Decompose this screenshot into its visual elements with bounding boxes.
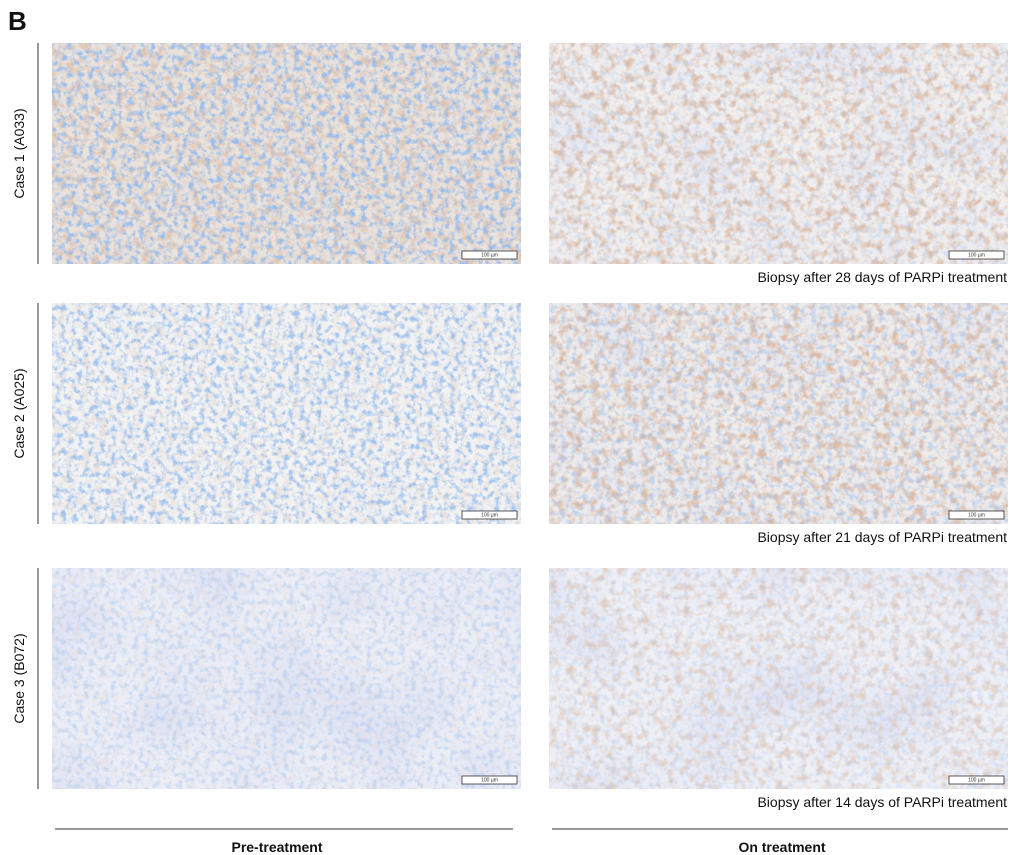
blue-stain [549,43,1008,264]
micrograph: 100 µm [549,43,1008,264]
scale-bar-label: 100 µm [481,513,498,519]
scale-bar-label: 100 µm [968,253,985,259]
scale-bar-label: 100 µm [481,778,498,784]
blue-stain [52,303,521,524]
scale-bar [461,510,518,520]
scale-bar-label: 100 µm [968,513,985,519]
scale-bar [461,775,518,785]
blue-stain [52,43,521,264]
panel-label: B [8,6,27,36]
micrograph: 100 µm [52,303,521,524]
scale-bar [948,775,1005,785]
micrograph: 100 µm [52,43,521,264]
caption: Biopsy after 14 days of PARPi treatment [757,794,1007,810]
column-label: On treatment [738,839,825,855]
scale-bar-label: 100 µm [481,253,498,259]
row-label: Case 2 (A025) [11,368,27,458]
row-label: Case 1 (A033) [11,108,27,198]
caption: Biopsy after 21 days of PARPi treatment [757,529,1007,545]
blue-stain [549,568,1008,789]
scale-bar-label: 100 µm [968,778,985,784]
image-grid: Case 1 (A033) 100 µm 100 µm Biopsy after 28… [11,43,1008,810]
blue-stain [549,303,1008,524]
scale-bar [461,250,518,260]
scale-bar [948,250,1005,260]
column-label: Pre-treatment [231,839,322,855]
blue-stain [52,568,521,789]
caption: Biopsy after 28 days of PARPi treatment [757,269,1007,285]
micrograph: 100 µm [549,568,1008,789]
row-label: Case 3 (B072) [11,633,27,723]
scale-bar [948,510,1005,520]
micrograph: 100 µm [52,568,521,789]
micrograph: 100 µm [549,303,1008,524]
